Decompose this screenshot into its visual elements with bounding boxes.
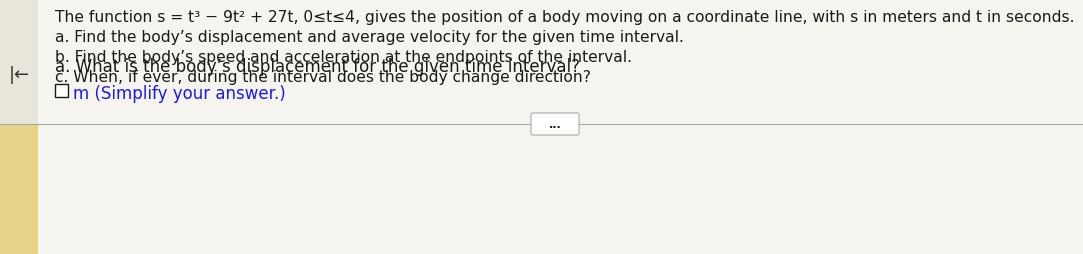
Text: b. Find the body’s speed and acceleration at the endpoints of the interval.: b. Find the body’s speed and acceleratio… [55,50,632,65]
Bar [55,85,68,98]
Text: The function s = t³ − 9t² + 27t, 0≤t≤4, gives the position of a body moving on a: The function s = t³ − 9t² + 27t, 0≤t≤4, … [55,10,1074,25]
Bar [0,0,1083,124]
Text: a. Find the body’s displacement and average velocity for the given time interval: a. Find the body’s displacement and aver… [55,30,683,45]
Text: ...: ... [549,120,561,130]
Bar [0,0,38,124]
Text: a. What is the body’s displacement for the given time interval?: a. What is the body’s displacement for t… [55,58,580,76]
Bar [0,124,38,254]
Bar [0,124,1083,254]
Text: c. When, if ever, during the interval does the body change direction?: c. When, if ever, during the interval do… [55,70,591,85]
Text: |←: |← [9,66,29,84]
Text: m (Simplify your answer.): m (Simplify your answer.) [73,85,286,103]
FancyBboxPatch shape [531,114,579,135]
